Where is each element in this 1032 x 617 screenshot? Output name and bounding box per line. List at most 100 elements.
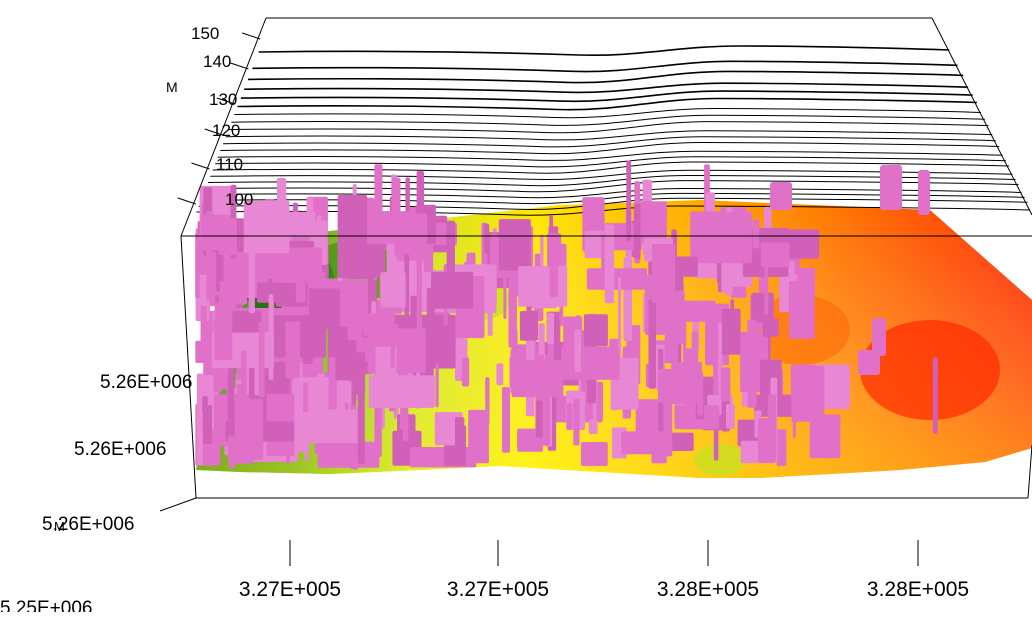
building-410	[368, 375, 435, 408]
building-408	[362, 313, 393, 336]
x-axis	[289, 540, 919, 566]
building-404	[574, 329, 581, 372]
contour-line-14	[212, 161, 1010, 174]
building-128	[596, 381, 603, 421]
building-tower-2	[918, 170, 930, 215]
building-130	[573, 399, 580, 446]
contour-line-8	[228, 121, 989, 134]
building-401	[295, 282, 306, 303]
building-287	[508, 258, 517, 348]
z-tick-label-2: 130	[209, 90, 237, 109]
z-tick-label-5: 100	[225, 190, 253, 209]
building-347	[683, 300, 687, 381]
building-369	[307, 409, 363, 444]
z-tick-1	[230, 62, 249, 70]
y-axis-labels: 5.26E+006 5.26E+006 5.26E+006 5.25E+006 …	[0, 372, 192, 617]
building-419	[651, 243, 676, 303]
y-tick-label-3: 5.25E+006	[0, 598, 92, 612]
building-345	[791, 365, 825, 422]
building-407	[357, 375, 365, 464]
building-179	[449, 320, 457, 342]
building-336	[720, 367, 731, 402]
z-tick-label-4: 110	[216, 155, 243, 174]
building-384	[752, 219, 760, 249]
building-399	[396, 328, 426, 374]
building-309	[721, 308, 741, 355]
building-304	[762, 318, 779, 337]
z-axis-label: M	[166, 79, 178, 95]
z-tick-0	[241, 32, 261, 40]
building-278	[789, 280, 815, 339]
building-201	[751, 292, 774, 323]
building-292	[519, 311, 539, 341]
building-414	[213, 394, 228, 420]
building-351	[468, 409, 489, 464]
x-tick-label-3: 3.28E+005	[867, 578, 969, 601]
contour-lines	[196, 45, 1031, 216]
z-tick-label-3: 120	[212, 121, 240, 140]
building-409	[648, 299, 656, 389]
building-406	[195, 340, 205, 363]
contour-line-19	[200, 192, 1025, 205]
building-402	[380, 272, 406, 308]
z-axis-labels: 150 140 130 120 110 100 M	[166, 24, 253, 209]
building-333	[747, 319, 757, 408]
building-367	[232, 271, 246, 296]
building-84	[409, 447, 477, 468]
contour-line-17	[205, 180, 1019, 193]
building-397	[549, 249, 558, 298]
contour-line-5	[237, 97, 977, 111]
z-axis	[177, 32, 261, 205]
z-tick-4	[191, 162, 210, 170]
contour-line-9	[225, 130, 993, 141]
building-380	[455, 417, 465, 463]
building-252	[487, 282, 493, 336]
building-376	[317, 373, 325, 405]
building-125	[491, 232, 498, 258]
building-tower-5	[758, 418, 776, 463]
building-310	[566, 403, 573, 430]
contour-line-15	[210, 169, 1013, 181]
box-right-front-edge	[1027, 444, 1032, 499]
building-392	[214, 302, 233, 361]
building-307	[285, 321, 300, 379]
building-268	[416, 256, 422, 335]
building-312	[638, 201, 667, 244]
building-329	[626, 160, 631, 241]
building-281	[461, 357, 470, 387]
building-331	[932, 357, 938, 434]
building-335	[657, 368, 687, 403]
building-387	[391, 177, 401, 244]
building-169	[282, 211, 316, 242]
building-416	[243, 200, 290, 254]
z-tick-2	[216, 97, 235, 105]
x-tick-label-2: 3.28E+005	[657, 578, 759, 601]
y-tick-label-0: 5.26E+006	[100, 372, 192, 393]
building-tower-6	[705, 232, 735, 254]
building-324	[697, 371, 704, 416]
bounding-box	[180, 17, 1032, 499]
building-343	[776, 429, 787, 466]
building-108	[435, 363, 439, 408]
building-386	[536, 400, 543, 438]
y-tick-label-1: 5.26E+006	[74, 439, 166, 460]
building-265	[617, 277, 622, 359]
building-398	[335, 340, 357, 381]
building-418	[446, 220, 455, 283]
building-tower-1	[880, 165, 902, 210]
z-tick-label-1: 140	[203, 52, 231, 71]
building-357	[200, 305, 207, 352]
building-393	[241, 350, 247, 431]
building-183	[737, 419, 760, 447]
building-372	[809, 414, 841, 459]
building-tower-3	[872, 318, 886, 356]
building-301	[274, 315, 326, 358]
building-314	[272, 247, 322, 283]
building-352	[484, 223, 490, 253]
building-176	[586, 268, 648, 290]
building-259	[227, 365, 235, 425]
building-275	[786, 229, 820, 259]
building-330	[760, 242, 790, 268]
building-276	[546, 312, 554, 344]
building-231	[303, 382, 308, 414]
